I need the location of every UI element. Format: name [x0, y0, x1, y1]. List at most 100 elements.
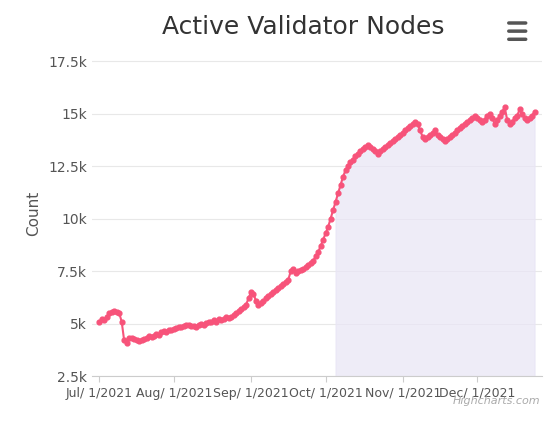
Point	[438, 135, 447, 142]
Point	[224, 315, 233, 322]
Point	[147, 334, 156, 341]
Point	[507, 119, 516, 126]
Point	[326, 215, 335, 222]
Point	[113, 309, 121, 316]
Point	[503, 117, 512, 124]
Point	[154, 332, 163, 338]
Point	[309, 257, 317, 264]
Point	[229, 312, 238, 319]
Point	[194, 321, 203, 328]
Point	[388, 137, 397, 144]
Point	[411, 119, 419, 126]
Point	[125, 335, 134, 342]
Point	[371, 148, 380, 155]
Point	[359, 146, 368, 153]
Point	[142, 335, 151, 342]
Point	[403, 125, 412, 132]
Point	[207, 318, 216, 325]
Point	[331, 198, 340, 205]
Point	[157, 329, 166, 335]
Point	[137, 337, 146, 344]
Point	[339, 173, 348, 180]
Point	[398, 129, 407, 136]
Point	[498, 108, 507, 115]
Point	[525, 115, 534, 121]
Point	[381, 144, 390, 151]
Point	[301, 264, 310, 270]
Point	[174, 324, 183, 330]
Point	[373, 150, 382, 157]
Point	[261, 295, 270, 302]
Point	[204, 318, 213, 325]
Point	[483, 113, 492, 119]
Point	[279, 280, 288, 287]
Point	[214, 316, 223, 323]
Point	[242, 301, 251, 308]
Point	[187, 322, 196, 329]
Point	[485, 110, 494, 117]
Point	[115, 310, 124, 316]
Point	[294, 268, 302, 275]
Point	[488, 115, 497, 121]
Point	[184, 321, 193, 328]
Point	[311, 253, 320, 260]
Point	[264, 293, 273, 300]
Point	[426, 131, 434, 138]
Point	[405, 123, 414, 129]
Point	[266, 291, 275, 298]
Point	[386, 140, 395, 146]
Point	[164, 327, 173, 333]
Point	[354, 150, 363, 157]
Point	[356, 148, 365, 155]
Point	[391, 135, 400, 142]
Point	[135, 338, 144, 345]
Point	[383, 142, 392, 148]
Point	[252, 297, 261, 304]
Point	[212, 318, 221, 325]
Point	[227, 314, 236, 321]
Point	[319, 236, 328, 243]
Point	[100, 317, 109, 324]
Point	[159, 327, 168, 334]
Y-axis label: Count: Count	[26, 191, 41, 236]
Point	[177, 324, 186, 330]
Point	[431, 127, 439, 134]
Point	[172, 324, 181, 331]
Point	[400, 127, 409, 134]
Point	[259, 297, 268, 304]
Point	[237, 305, 246, 312]
Point	[493, 117, 502, 124]
Point	[192, 324, 201, 330]
Point	[324, 224, 333, 231]
Point	[145, 333, 154, 340]
Point	[349, 157, 358, 163]
Point	[458, 123, 467, 129]
Point	[416, 127, 424, 134]
Point	[281, 278, 290, 285]
Point	[222, 314, 231, 321]
Point	[475, 117, 484, 124]
Point	[189, 322, 198, 329]
Point	[127, 335, 136, 342]
Point	[461, 121, 470, 128]
Point	[527, 113, 536, 119]
Point	[122, 339, 131, 346]
Point	[329, 207, 338, 214]
Point	[130, 336, 139, 343]
Point	[408, 121, 417, 128]
Point	[219, 316, 228, 323]
Point	[413, 121, 422, 128]
Point	[286, 268, 295, 275]
Point	[433, 131, 442, 138]
Point	[254, 301, 263, 308]
Text: Highcharts.com: Highcharts.com	[453, 396, 540, 406]
Point	[522, 117, 531, 124]
Point	[495, 113, 504, 119]
Point	[256, 299, 265, 306]
Point	[520, 115, 529, 121]
Title: Active Validator Nodes: Active Validator Nodes	[162, 15, 444, 39]
Point	[132, 337, 141, 344]
Point	[423, 133, 432, 140]
Point	[247, 289, 256, 296]
Point	[209, 317, 218, 324]
